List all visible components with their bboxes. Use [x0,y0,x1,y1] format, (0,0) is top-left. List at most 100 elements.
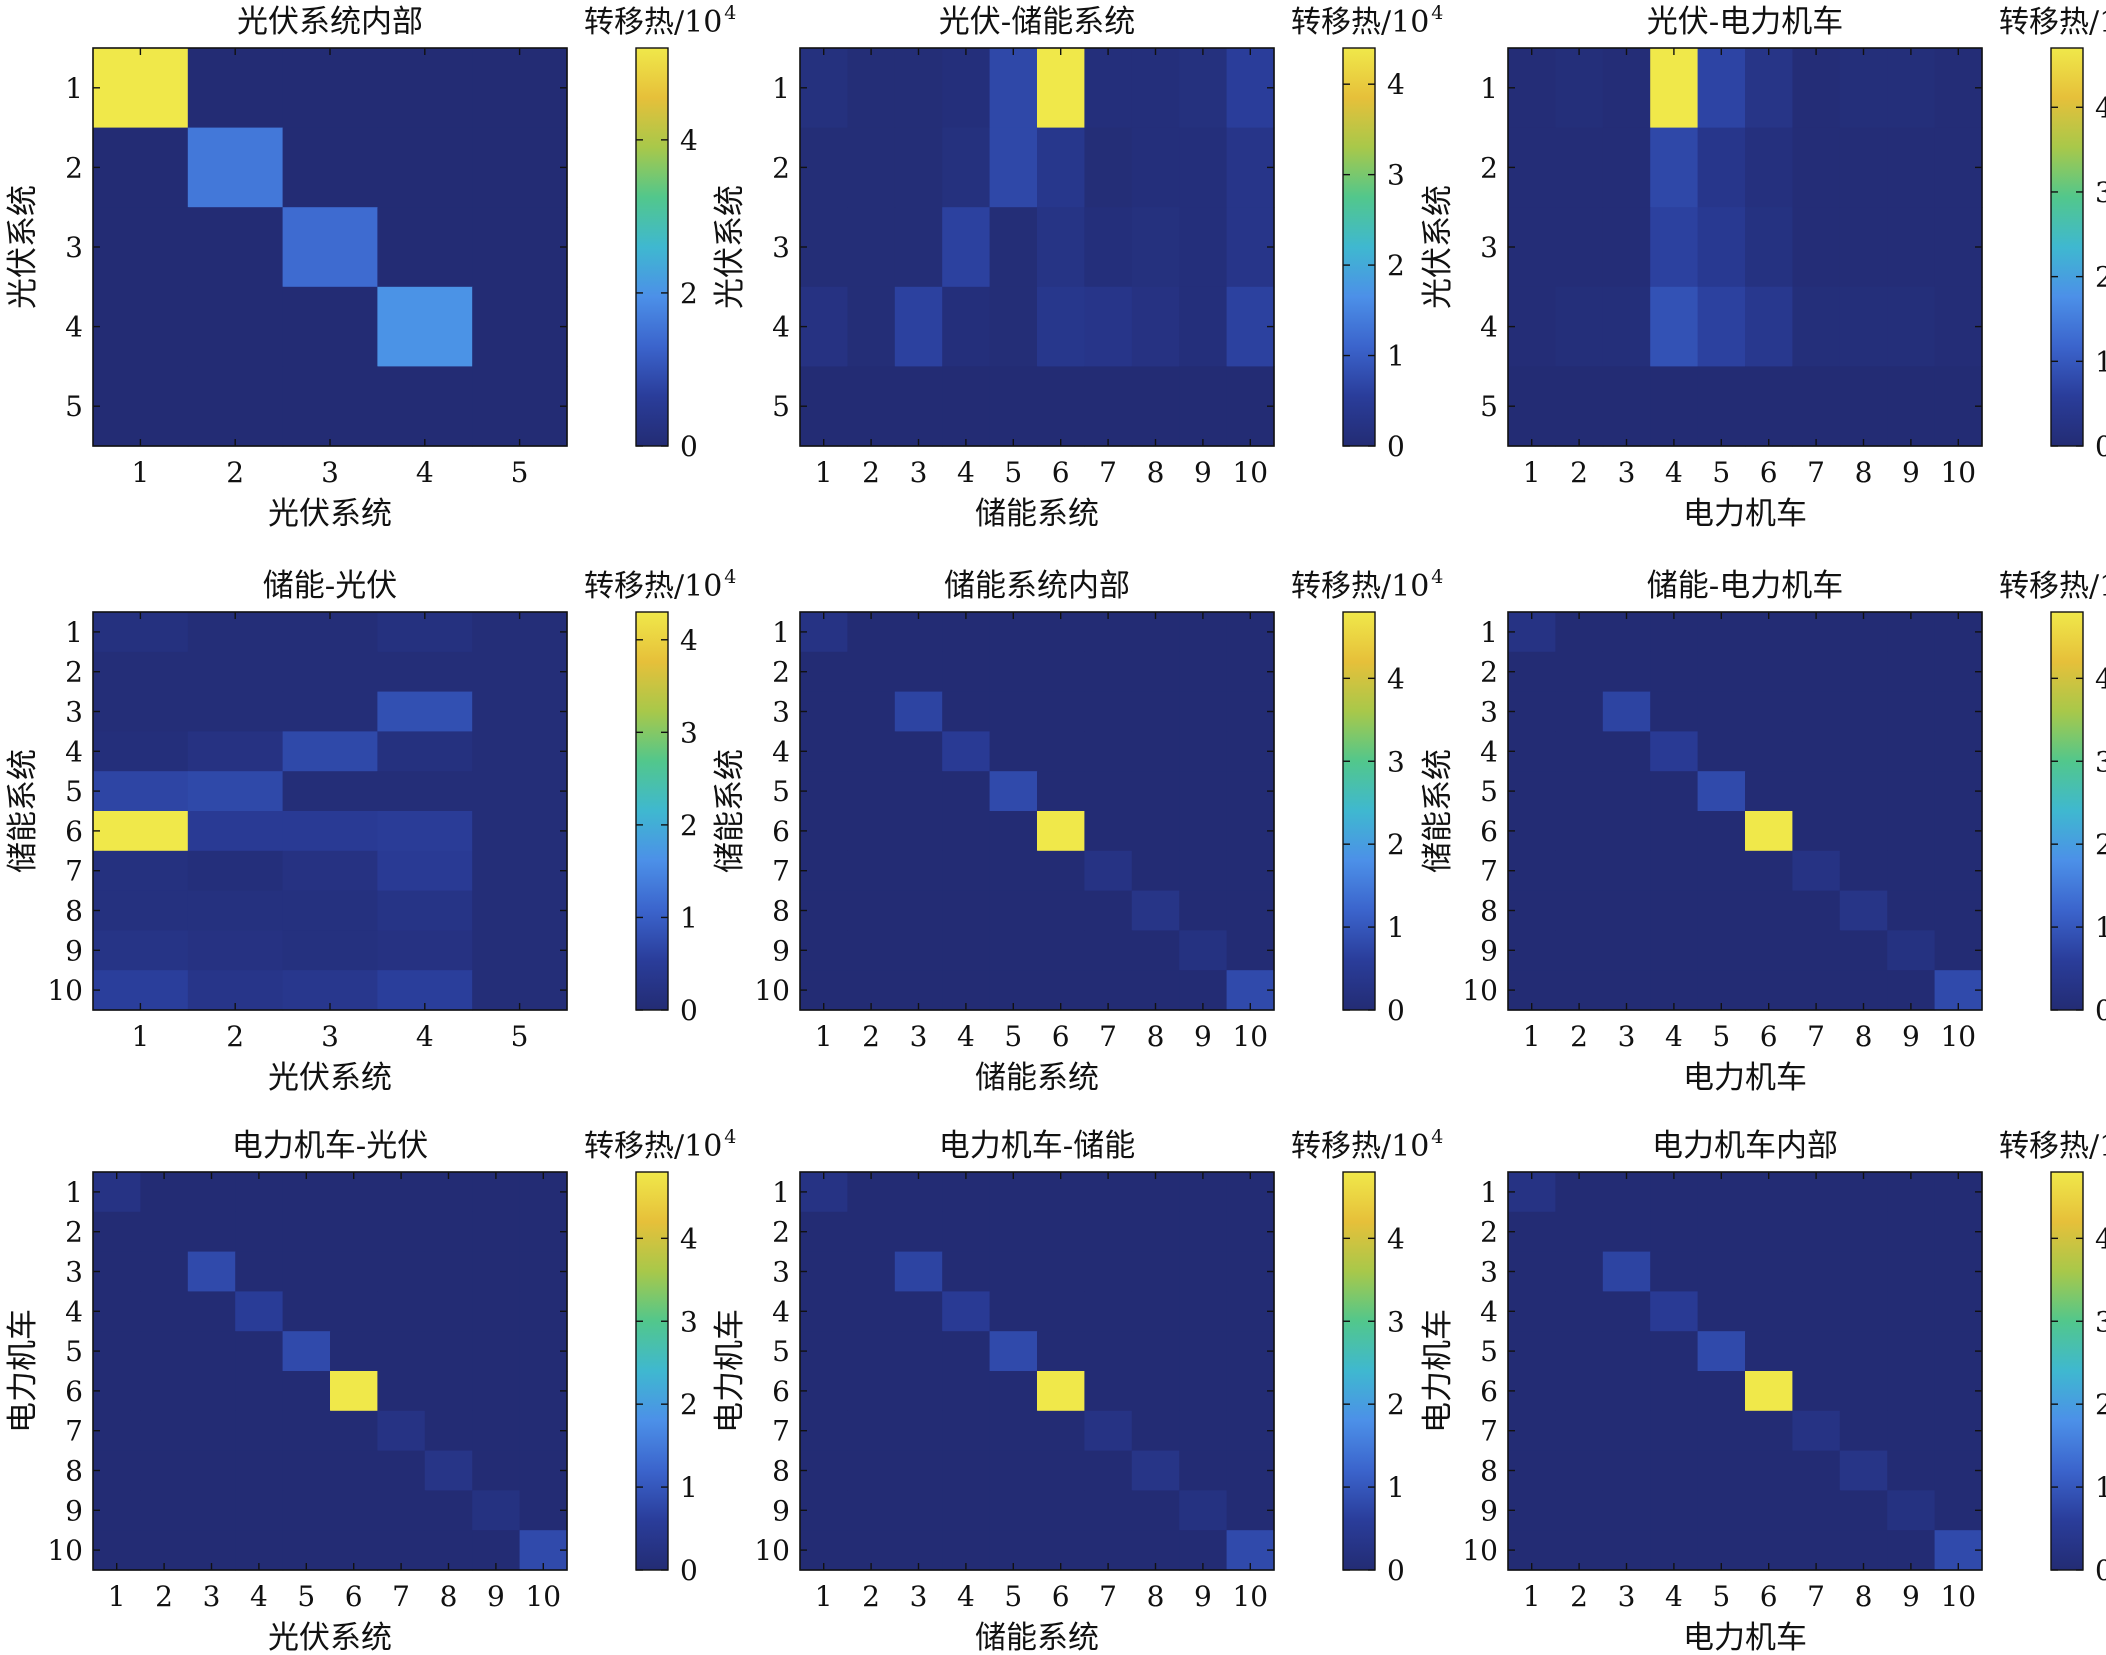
heatmap-cell [1131,930,1180,971]
colorbar-tick-label: 2 [680,277,698,310]
heatmap-cell [1792,1450,1841,1491]
heatmap-cell [140,1410,189,1452]
heatmap-cell [1602,930,1651,971]
heatmap-cell [187,48,284,129]
heatmap-cell [1084,1251,1133,1292]
heatmap-cell [1697,1371,1746,1412]
heatmap-cell [942,850,991,892]
heatmap-cell [894,1251,943,1292]
heatmap-cell [282,1211,331,1253]
heatmap-cell [1697,850,1746,892]
heatmap-cell [894,691,943,732]
heatmap-panel: 1 2 3 4 5 6 7 8 9 1012345光伏-储能系统储能系统光伏系统01234转移热/… [712,2,1443,532]
heatmap-cell [187,286,284,367]
y-tick-label: 5 [1480,390,1498,423]
heatmap-cell [1037,1211,1085,1253]
heatmap-cell [472,286,568,367]
heatmap-cell [1037,731,1085,772]
heatmap-cell [235,1331,284,1372]
heatmap-cell [1131,850,1180,892]
heatmap-cell [93,286,189,367]
heatmap-cell [1602,207,1651,288]
heatmap-cell [1602,1331,1651,1372]
heatmap-cell [1934,1410,1983,1452]
heatmap-cell [330,1331,378,1372]
y-tick-label: 2 [1480,656,1498,689]
y-tick-label: 2 [1480,1216,1498,1249]
colorbar-tick-label: 3 [1387,1305,1405,1338]
y-tick-label: 2 [65,656,83,689]
heatmap-cell [894,286,943,367]
heatmap-cell [1650,651,1699,693]
x-tick-label: 5 [1004,456,1022,489]
heatmap-cell [1084,1291,1133,1332]
heatmap-cell [989,731,1038,772]
heatmap-cell [93,1211,141,1253]
heatmap-cell [424,1291,473,1332]
heatmap-cell [1555,1331,1604,1372]
heatmap-cell [1131,1211,1180,1253]
heatmap-cell [377,48,473,129]
heatmap-cell [1555,1410,1604,1452]
heatmap-cell [93,1450,141,1491]
heatmap-cell [1839,286,1888,367]
x-tick-label: 2 [155,1580,173,1613]
colorbar-title-exponent: 4 [1431,566,1443,588]
heatmap-cell [1887,1410,1936,1452]
heatmap-cell [1839,1371,1888,1412]
heatmap-cell [1226,1410,1275,1452]
heatmap-cell [1934,1450,1983,1491]
heatmap-cell [1887,48,1936,129]
y-tick-label: 1 [772,1176,790,1209]
y-tick-label: 10 [47,1534,83,1567]
heatmap-cell [1037,286,1085,367]
y-tick-label: 8 [65,895,83,928]
heatmap-panel: 1 2 3 4 5 6 7 8 9 1012345678910储能系统内部储能系统储能系统0123… [712,566,1443,1096]
heatmap-cell [1602,1371,1651,1412]
heatmap-cell [1555,890,1604,931]
heatmap-cell [1839,930,1888,971]
y-tick-label: 4 [772,311,790,344]
x-tick-label: 7 [1807,456,1825,489]
heatmap-cell [282,1490,331,1531]
heatmap-cell [1555,207,1604,288]
y-tick-label: 4 [772,735,790,768]
heatmap-cell [1179,1490,1228,1531]
heatmap-cell [1131,1450,1180,1491]
heatmap-cell [187,1371,236,1412]
x-tick-label: 2 [862,1020,880,1053]
heatmap-cell [989,1490,1038,1531]
colorbar-tick-label: 4 [1387,662,1405,695]
heatmap-cell [282,930,378,971]
heatmap-cell [800,1490,848,1531]
heatmap-cell [377,731,473,772]
colorbar [635,1171,669,1571]
heatmap-cell [1887,1211,1936,1253]
heatmap-cell [1131,771,1180,812]
colorbar [1342,1171,1376,1571]
heatmap-cell [187,1410,236,1452]
heatmap-cell [942,1251,991,1292]
y-axis-label: 电力机车 [5,1309,41,1433]
heatmap-cell [1508,366,1556,447]
heatmap-cell [1037,48,1085,129]
heatmap-cell [1650,127,1699,208]
heatmap-cell [942,930,991,971]
heatmap-cell [1934,1211,1983,1253]
y-tick-label: 10 [47,974,83,1007]
heatmap-cell [942,1490,991,1531]
heatmap-cell [1839,48,1888,129]
heatmap-cell [424,1211,473,1253]
colorbar-tick-label: 3 [2095,1305,2106,1338]
heatmap-cell [847,286,896,367]
heatmap-cell [894,1450,943,1491]
heatmap-cell [1792,651,1841,693]
heatmap-cell [472,366,568,447]
heatmap-cell [93,127,189,208]
heatmap-cell [1555,1450,1604,1491]
heatmap-cell [1697,691,1746,732]
heatmap-cell [1887,1490,1936,1531]
y-axis-label: 储能系统 [712,749,748,873]
heatmap-cell [894,48,943,129]
heatmap-cell [1131,731,1180,772]
